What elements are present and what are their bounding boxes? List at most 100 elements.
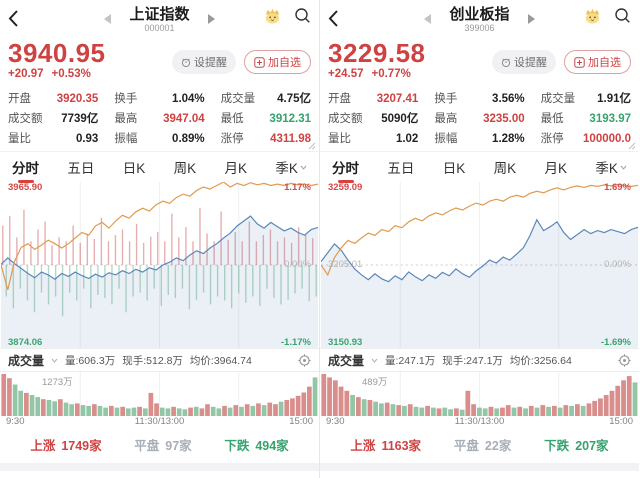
unchanged[interactable]: 平盘 97家 <box>134 438 192 453</box>
current-hand: 现手:512.8万 <box>122 354 183 367</box>
add-watchlist-button[interactable]: 加自选 <box>244 50 311 74</box>
mascot-icon[interactable] <box>263 7 282 24</box>
plus-box-icon <box>574 56 585 68</box>
stat-high: 最高 3235.00 <box>434 113 525 125</box>
stat-low: 最低 3193.97 <box>540 113 631 125</box>
stat-limit-up: 涨停 100000.0 <box>540 133 631 145</box>
stat-turnover-rate: 换手 3.56% <box>434 93 525 105</box>
next-index-icon[interactable] <box>207 14 215 24</box>
volume-chart[interactable]: 489万 <box>320 372 639 416</box>
volume-selector[interactable]: 成交量 <box>328 353 365 368</box>
stats-grid: 开盘 3920.35 换手 1.04% 成交量 4.75亿 成交额 7739亿 最高 39… <box>0 86 319 152</box>
stat-volume-ratio: 量比 0.93 <box>8 133 99 145</box>
volume-selector[interactable]: 成交量 <box>8 353 45 368</box>
tab-5day[interactable]: 五日 <box>387 161 415 176</box>
avg-price: 均价:3256.64 <box>509 354 572 367</box>
stat-volume: 成交量 1.91亿 <box>540 93 631 105</box>
prev-index-icon[interactable] <box>104 14 112 24</box>
tab-minute[interactable]: 分时 <box>330 153 361 181</box>
plus-box-icon <box>254 56 265 68</box>
header: 上证指数 000001 <box>0 0 319 38</box>
volume-max-label: 1273万 <box>42 377 73 388</box>
gear-icon[interactable] <box>618 353 631 367</box>
panel-shanghai-composite: 上证指数 000001 3940.95 +20.97 +0.53% <box>0 0 319 478</box>
add-watchlist-button[interactable]: 加自选 <box>564 50 631 74</box>
time-axis: 9:30 11:30/13:00 15:00 <box>6 416 313 427</box>
index-title: 创业板指 <box>449 5 510 23</box>
chevron-down-icon[interactable] <box>371 358 378 363</box>
volume-header: 成交量 量:247.1万 现手:247.1万 均价:3256.64 <box>320 348 639 372</box>
next-index-icon[interactable] <box>527 14 535 24</box>
gear-icon[interactable] <box>298 353 311 367</box>
tab-monthly-k[interactable]: 月K <box>544 161 568 176</box>
prev-index-icon[interactable] <box>424 14 432 24</box>
stat-limit-up: 涨停 4311.98 <box>220 133 311 145</box>
tab-minute[interactable]: 分时 <box>10 153 41 181</box>
index-code: 000001 <box>144 22 175 33</box>
search-icon[interactable] <box>294 7 311 24</box>
volume-value: 量:606.3万 <box>65 354 116 367</box>
index-code: 399006 <box>464 22 495 33</box>
market-breadth: 上涨 1749家 平盘 97家 下跌 494家 <box>0 430 319 458</box>
minute-chart[interactable]: 3965.90 1.17% 0.00% 3874.06 -1.17% <box>0 182 319 348</box>
market-breadth: 上涨 1163家 平盘 22家 下跌 207家 <box>320 430 639 458</box>
stat-volume-ratio: 量比 1.02 <box>328 133 419 145</box>
chevron-down-icon <box>300 165 307 170</box>
price-change: +20.97 +0.53% <box>8 68 91 80</box>
back-icon[interactable] <box>8 9 19 28</box>
chevron-down-icon <box>620 165 627 170</box>
stat-low: 最低 3912.31 <box>220 113 311 125</box>
stat-volume: 成交量 4.75亿 <box>220 93 311 105</box>
search-icon[interactable] <box>614 7 631 24</box>
bell-icon <box>501 57 511 68</box>
stat-open: 开盘 3920.35 <box>8 93 99 105</box>
advancers[interactable]: 上涨 1163家 <box>350 438 422 453</box>
minute-chart[interactable]: 3259.09 1.69% 3205.01 0.00% 3150.93 -1.6… <box>320 182 639 348</box>
price-block: 3940.95 +20.97 +0.53% 设提醒 加自选 <box>0 38 319 86</box>
bell-icon <box>181 57 191 68</box>
expand-handle-icon[interactable] <box>628 142 636 150</box>
decliners[interactable]: 下跌 207家 <box>544 438 609 453</box>
last-price: 3229.58 <box>328 38 426 68</box>
decliners[interactable]: 下跌 494家 <box>224 438 289 453</box>
volume-max-label: 489万 <box>362 377 388 388</box>
stat-amount: 成交额 7739亿 <box>8 113 99 125</box>
volume-header: 成交量 量:606.3万 现手:512.8万 均价:3964.74 <box>0 348 319 372</box>
mascot-icon[interactable] <box>583 7 602 24</box>
section-divider <box>0 463 319 471</box>
tab-daily-k[interactable]: 日K <box>442 161 466 176</box>
volume-value: 量:247.1万 <box>385 354 436 367</box>
stat-open: 开盘 3207.41 <box>328 93 419 105</box>
last-price: 3940.95 <box>8 38 106 68</box>
expand-handle-icon[interactable] <box>308 142 316 150</box>
stat-high: 最高 3947.04 <box>114 113 205 125</box>
tab-quarterly-k[interactable]: 季K <box>593 153 629 181</box>
tab-monthly-k[interactable]: 月K <box>224 161 248 176</box>
set-alert-button[interactable]: 设提醒 <box>492 50 556 74</box>
tab-quarterly-k[interactable]: 季K <box>273 153 309 181</box>
stat-amplitude: 振幅 1.28% <box>434 133 525 145</box>
index-title: 上证指数 <box>129 5 190 23</box>
panel-chinext: 创业板指 399006 3229.58 +24.57 +0.77% <box>319 0 639 478</box>
volume-chart[interactable]: 1273万 <box>0 372 319 416</box>
time-axis: 9:30 11:30/13:00 15:00 <box>326 416 633 427</box>
price-change: +24.57 +0.77% <box>328 68 411 80</box>
chart-tabs: 分时 五日 日K 周K 月K 季K <box>320 152 639 182</box>
stat-amplitude: 振幅 0.89% <box>114 133 205 145</box>
current-hand: 现手:247.1万 <box>442 354 503 367</box>
section-divider <box>320 463 639 471</box>
set-alert-button[interactable]: 设提醒 <box>172 50 236 74</box>
advancers[interactable]: 上涨 1749家 <box>30 438 102 453</box>
chevron-down-icon[interactable] <box>51 358 58 363</box>
tab-weekly-k[interactable]: 周K <box>173 161 197 176</box>
stats-grid: 开盘 3207.41 换手 3.56% 成交量 1.91亿 成交额 5090亿 最高 32… <box>320 86 639 152</box>
header: 创业板指 399006 <box>320 0 639 38</box>
tab-weekly-k[interactable]: 周K <box>493 161 517 176</box>
price-block: 3229.58 +24.57 +0.77% 设提醒 加自选 <box>320 38 639 86</box>
stat-turnover-rate: 换手 1.04% <box>114 93 205 105</box>
unchanged[interactable]: 平盘 22家 <box>453 438 512 453</box>
tab-daily-k[interactable]: 日K <box>122 161 146 176</box>
back-icon[interactable] <box>328 9 339 28</box>
tab-5day[interactable]: 五日 <box>67 161 95 176</box>
